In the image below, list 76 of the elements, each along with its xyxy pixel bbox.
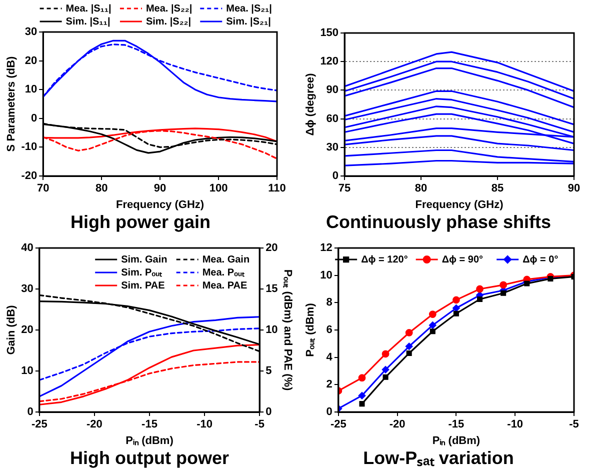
x-tick-label: -20 [86, 418, 102, 431]
y-tick-label: 20 [24, 54, 38, 67]
x-axis-title: Frequency (GHz) [415, 198, 504, 211]
y-axis-title: S Parameters (dB) [6, 56, 18, 152]
legend-label: Mea. Pₒᵤₜ [202, 267, 245, 278]
y2-tick-label: 20 [266, 242, 278, 254]
y-tick-label: 10 [21, 365, 34, 378]
y-tick-label: 0 [326, 406, 332, 418]
legend-label: Sim. Pₒᵤₜ [121, 267, 162, 278]
y2-tick-label: 0 [266, 406, 272, 418]
y-tick-label: 30 [326, 141, 339, 154]
y-tick-label: 120 [320, 56, 339, 68]
legend-label: Sim. |S₂₂| [146, 16, 192, 28]
y-tick-label: 0 [332, 170, 339, 182]
x-tick-label: 110 [268, 182, 286, 195]
legend-label: Sim. |S₂₁| [226, 16, 272, 28]
y-tick-label: 20 [21, 324, 34, 336]
x-tick-label: 80 [95, 182, 108, 195]
y2-tick-label: 15 [266, 283, 278, 296]
y-axis-title: Gain (dB) [6, 304, 18, 355]
legend-label: Sim. |S₁₁| [66, 16, 110, 28]
x-tick-label: -5 [254, 418, 264, 431]
x-axis-title: Pᵢₙ (dBm) [126, 434, 174, 447]
x-tick-label: -10 [507, 418, 524, 431]
y2-axis-title: Pₒᵤₜ (dBm) and PAE (%) [281, 269, 294, 392]
legend-label: Mea. Gain [202, 254, 250, 266]
legend-label: Mea. PAE [202, 280, 248, 292]
y-tick-label: 6 [326, 324, 332, 336]
y-tick-label: 0 [27, 406, 34, 418]
text: Low-Pₛₐₜ variation [363, 448, 514, 468]
text: Continuously phase shifts [326, 212, 552, 232]
x-axis-title: Pᵢₙ (dBm) [432, 434, 480, 447]
y2-tick-label: 5 [266, 365, 272, 378]
legend-label: Δϕ = 90° [442, 254, 484, 266]
text: High output power [70, 448, 229, 468]
x-tick-label: -15 [142, 418, 158, 431]
x-tick-label: -15 [448, 418, 464, 431]
y-tick-label: 2 [326, 378, 332, 391]
y-tick-label: 0 [30, 112, 38, 124]
y-tick-label: 30 [21, 283, 34, 296]
y-tick-label: 40 [21, 242, 34, 254]
x-tick-label: -25 [330, 418, 346, 431]
x-tick-label: 90 [568, 182, 580, 195]
legend-label: Δϕ = 120° [361, 254, 408, 266]
x-tick-label: -5 [569, 418, 579, 431]
y-tick-label: -10 [21, 141, 38, 154]
text: High power gain [70, 212, 211, 232]
x-tick-label: 85 [491, 182, 504, 195]
y-tick-label: 30 [24, 26, 38, 38]
y-tick-label: -20 [21, 170, 38, 182]
y2-tick-label: 10 [266, 324, 278, 336]
x-axis-title: Frequency (GHz) [116, 198, 204, 211]
legend-label: Sim. PAE [121, 280, 166, 292]
y-tick-label: 12 [320, 242, 332, 254]
y-tick-label: 10 [24, 84, 38, 96]
legend-label: Δϕ = 0° [522, 254, 558, 266]
x-tick-label: 80 [414, 182, 428, 195]
x-tick-label: 75 [338, 182, 351, 195]
y-tick-label: 8 [326, 296, 332, 309]
y-tick-label: 4 [326, 351, 334, 364]
legend-label: Mea. |S₂₂| [146, 3, 192, 14]
legend-label: Mea. |S₁₁| [66, 3, 112, 14]
y-axis-title: Pₒᵤₜ (dBm) [304, 302, 317, 357]
y-tick-label: 90 [326, 84, 339, 96]
y-tick-label: 10 [320, 269, 332, 282]
legend-label: Sim. Gain [121, 254, 168, 266]
legend-label: Mea. |S₂₁| [226, 3, 272, 14]
x-tick-label: -10 [196, 418, 212, 431]
y-tick-label: 150 [320, 27, 339, 40]
y-tick-label: 60 [326, 112, 339, 125]
x-tick-label: -25 [31, 418, 48, 431]
x-tick-label: 70 [36, 182, 50, 195]
y-axis-title: Δϕ (degree) [304, 72, 317, 136]
x-tick-label: 90 [154, 182, 166, 195]
x-tick-label: -20 [389, 418, 406, 431]
x-tick-label: 100 [209, 182, 228, 195]
